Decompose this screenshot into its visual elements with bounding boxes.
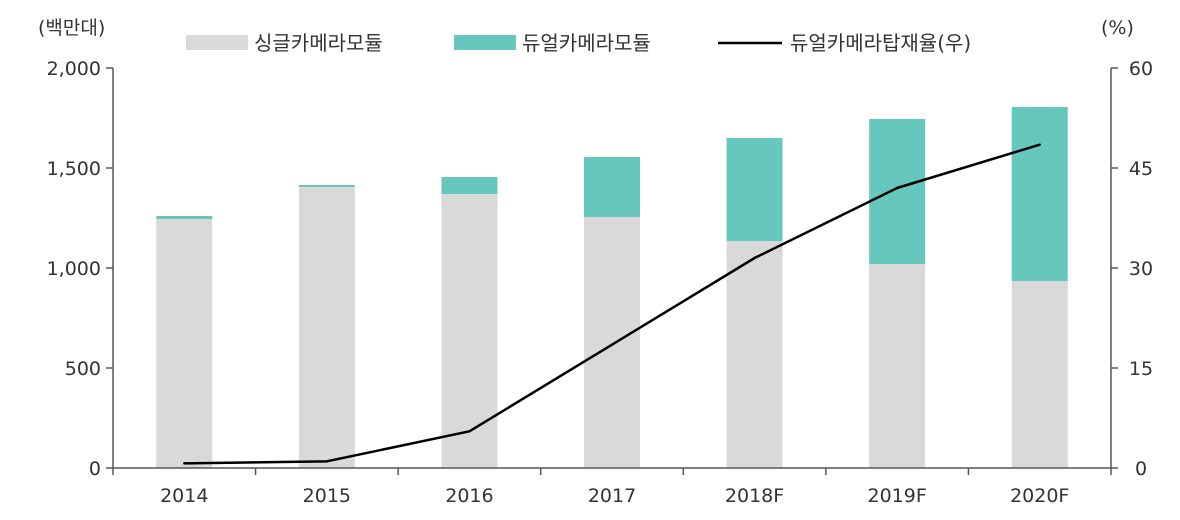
left-tick-label: 1,000 [47,258,101,280]
rate-point-2015 [325,460,329,463]
bar-dual-2014 [156,216,213,219]
line-layer [183,143,1041,465]
left-tick-label: 500 [65,358,101,380]
left-tick-label: 1,500 [47,158,101,180]
bar-single-2018F [726,241,783,468]
legend-label-single: 싱글카메라모듈 [254,31,383,55]
legend: 싱글카메라모듈 듀얼카메라모듈 듀얼카메라탑재율(우) [186,31,971,55]
bar-single-2017 [584,217,640,468]
bar-dual-2019F [869,119,926,264]
x-tick-label-2018F: 2018F [725,485,784,507]
right-tick-label: 45 [1129,158,1153,180]
bar-dual-2015 [298,185,355,187]
x-tick-label-2020F: 2020F [1010,485,1069,507]
bar-single-2020F [1011,281,1068,468]
left-tick-label: 0 [89,458,101,480]
right-axis-unit-label: (%) [1101,17,1134,39]
legend-swatch-single [186,35,248,50]
x-tick-label-2014: 2014 [160,485,208,507]
right-tick-label: 0 [1135,458,1147,480]
bar-single-2016 [441,194,498,468]
legend-label-dual: 듀얼카메라모듈 [522,31,651,55]
bar-dual-2020F [1011,107,1068,281]
x-tick-label-2019F: 2019F [867,485,926,507]
right-tick-label: 60 [1129,58,1153,80]
left-tick-label: 2,000 [47,58,101,80]
bar-single-2019F [869,264,926,468]
rate-point-2019F [895,186,899,190]
right-tick-label: 15 [1129,358,1153,380]
x-tick-label-2016: 2016 [445,485,493,507]
rate-point-2014 [183,462,186,465]
axes-group: 0 500 1,000 1,500 2,000 0 15 30 45 60 2014 2015 2016… [47,58,1154,507]
rate-point-2020F [1038,143,1041,146]
right-tick-label: 30 [1129,258,1153,280]
bar-single-2014 [156,219,213,468]
x-tick-label-2017: 2017 [588,485,636,507]
left-axis-unit-label: (백만대) [38,17,105,39]
bar-single-2015 [298,187,355,468]
x-tick-label-2015: 2015 [303,485,351,507]
legend-label-rate: 듀얼카메라탑재율(우) [790,31,971,55]
rate-point-2016 [468,430,471,433]
bar-dual-2018F [726,138,783,241]
rate-point-2017 [610,343,614,346]
bar-dual-2016 [441,177,498,194]
rate-point-2018F [753,256,756,260]
bar-dual-2017 [584,157,640,217]
bars-group [156,107,1068,468]
legend-swatch-dual [454,35,516,50]
